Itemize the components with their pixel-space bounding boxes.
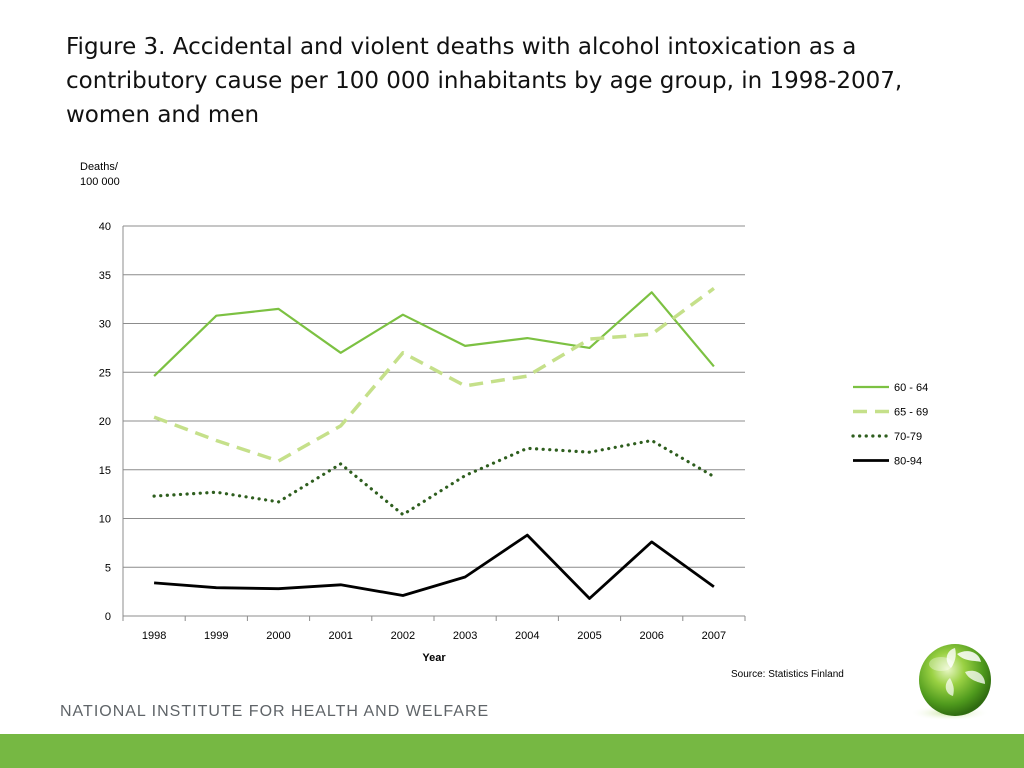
x-tick-label: 2005: [577, 630, 601, 642]
y-axis-label: Deaths/ 100 000: [80, 160, 120, 190]
source-note: Source: Statistics Finland: [731, 669, 844, 680]
x-tick-label: 2006: [639, 630, 663, 642]
legend-label: 60 - 64: [894, 382, 928, 394]
x-axis-label: Year: [422, 652, 446, 664]
series-line-60-64: [153, 291, 715, 377]
y-axis-label-line2: 100 000: [80, 176, 120, 188]
series-line-70-79: [152, 438, 716, 517]
x-tick-label: 2001: [328, 630, 352, 642]
y-tick-label: 25: [99, 367, 111, 379]
x-tick-label: 1999: [204, 630, 228, 642]
chart-title: Figure 3. Accidental and violent deaths …: [66, 34, 903, 128]
y-tick-label: 20: [99, 416, 111, 428]
x-tick-label: 2007: [702, 630, 726, 642]
y-tick-label: 40: [99, 221, 111, 233]
legend-label: 65 - 69: [894, 407, 928, 419]
x-tick-label: 1998: [142, 630, 166, 642]
footer-bar: [0, 734, 1024, 768]
y-tick-label: 5: [105, 562, 111, 574]
y-tick-label: 35: [99, 270, 111, 282]
y-tick-label: 30: [99, 319, 111, 331]
legend-label: 80-94: [894, 456, 922, 468]
globe-leaf-logo-icon: [910, 644, 991, 721]
x-tick-label: 2004: [515, 630, 539, 642]
x-tick-label: 2000: [266, 630, 290, 642]
x-tick-label: 2003: [453, 630, 477, 642]
y-tick-label: 15: [99, 465, 111, 477]
x-tick-label: 2002: [391, 630, 415, 642]
y-tick-label: 10: [99, 514, 111, 526]
y-axis-label-line1: Deaths/: [80, 161, 118, 173]
legend-label: 70-79: [894, 431, 922, 443]
series-line-65-69: [153, 286, 715, 463]
line-chart: 0 5 10 15 20 25 30 35 40 1998 1999 2000 2001 2002 2003…: [99, 221, 929, 664]
y-tick-label: 0: [105, 611, 111, 623]
series-line-80-94: [153, 533, 715, 600]
footer-organization-name: NATIONAL INSTITUTE FOR HEALTH AND WELFAR…: [60, 703, 490, 720]
